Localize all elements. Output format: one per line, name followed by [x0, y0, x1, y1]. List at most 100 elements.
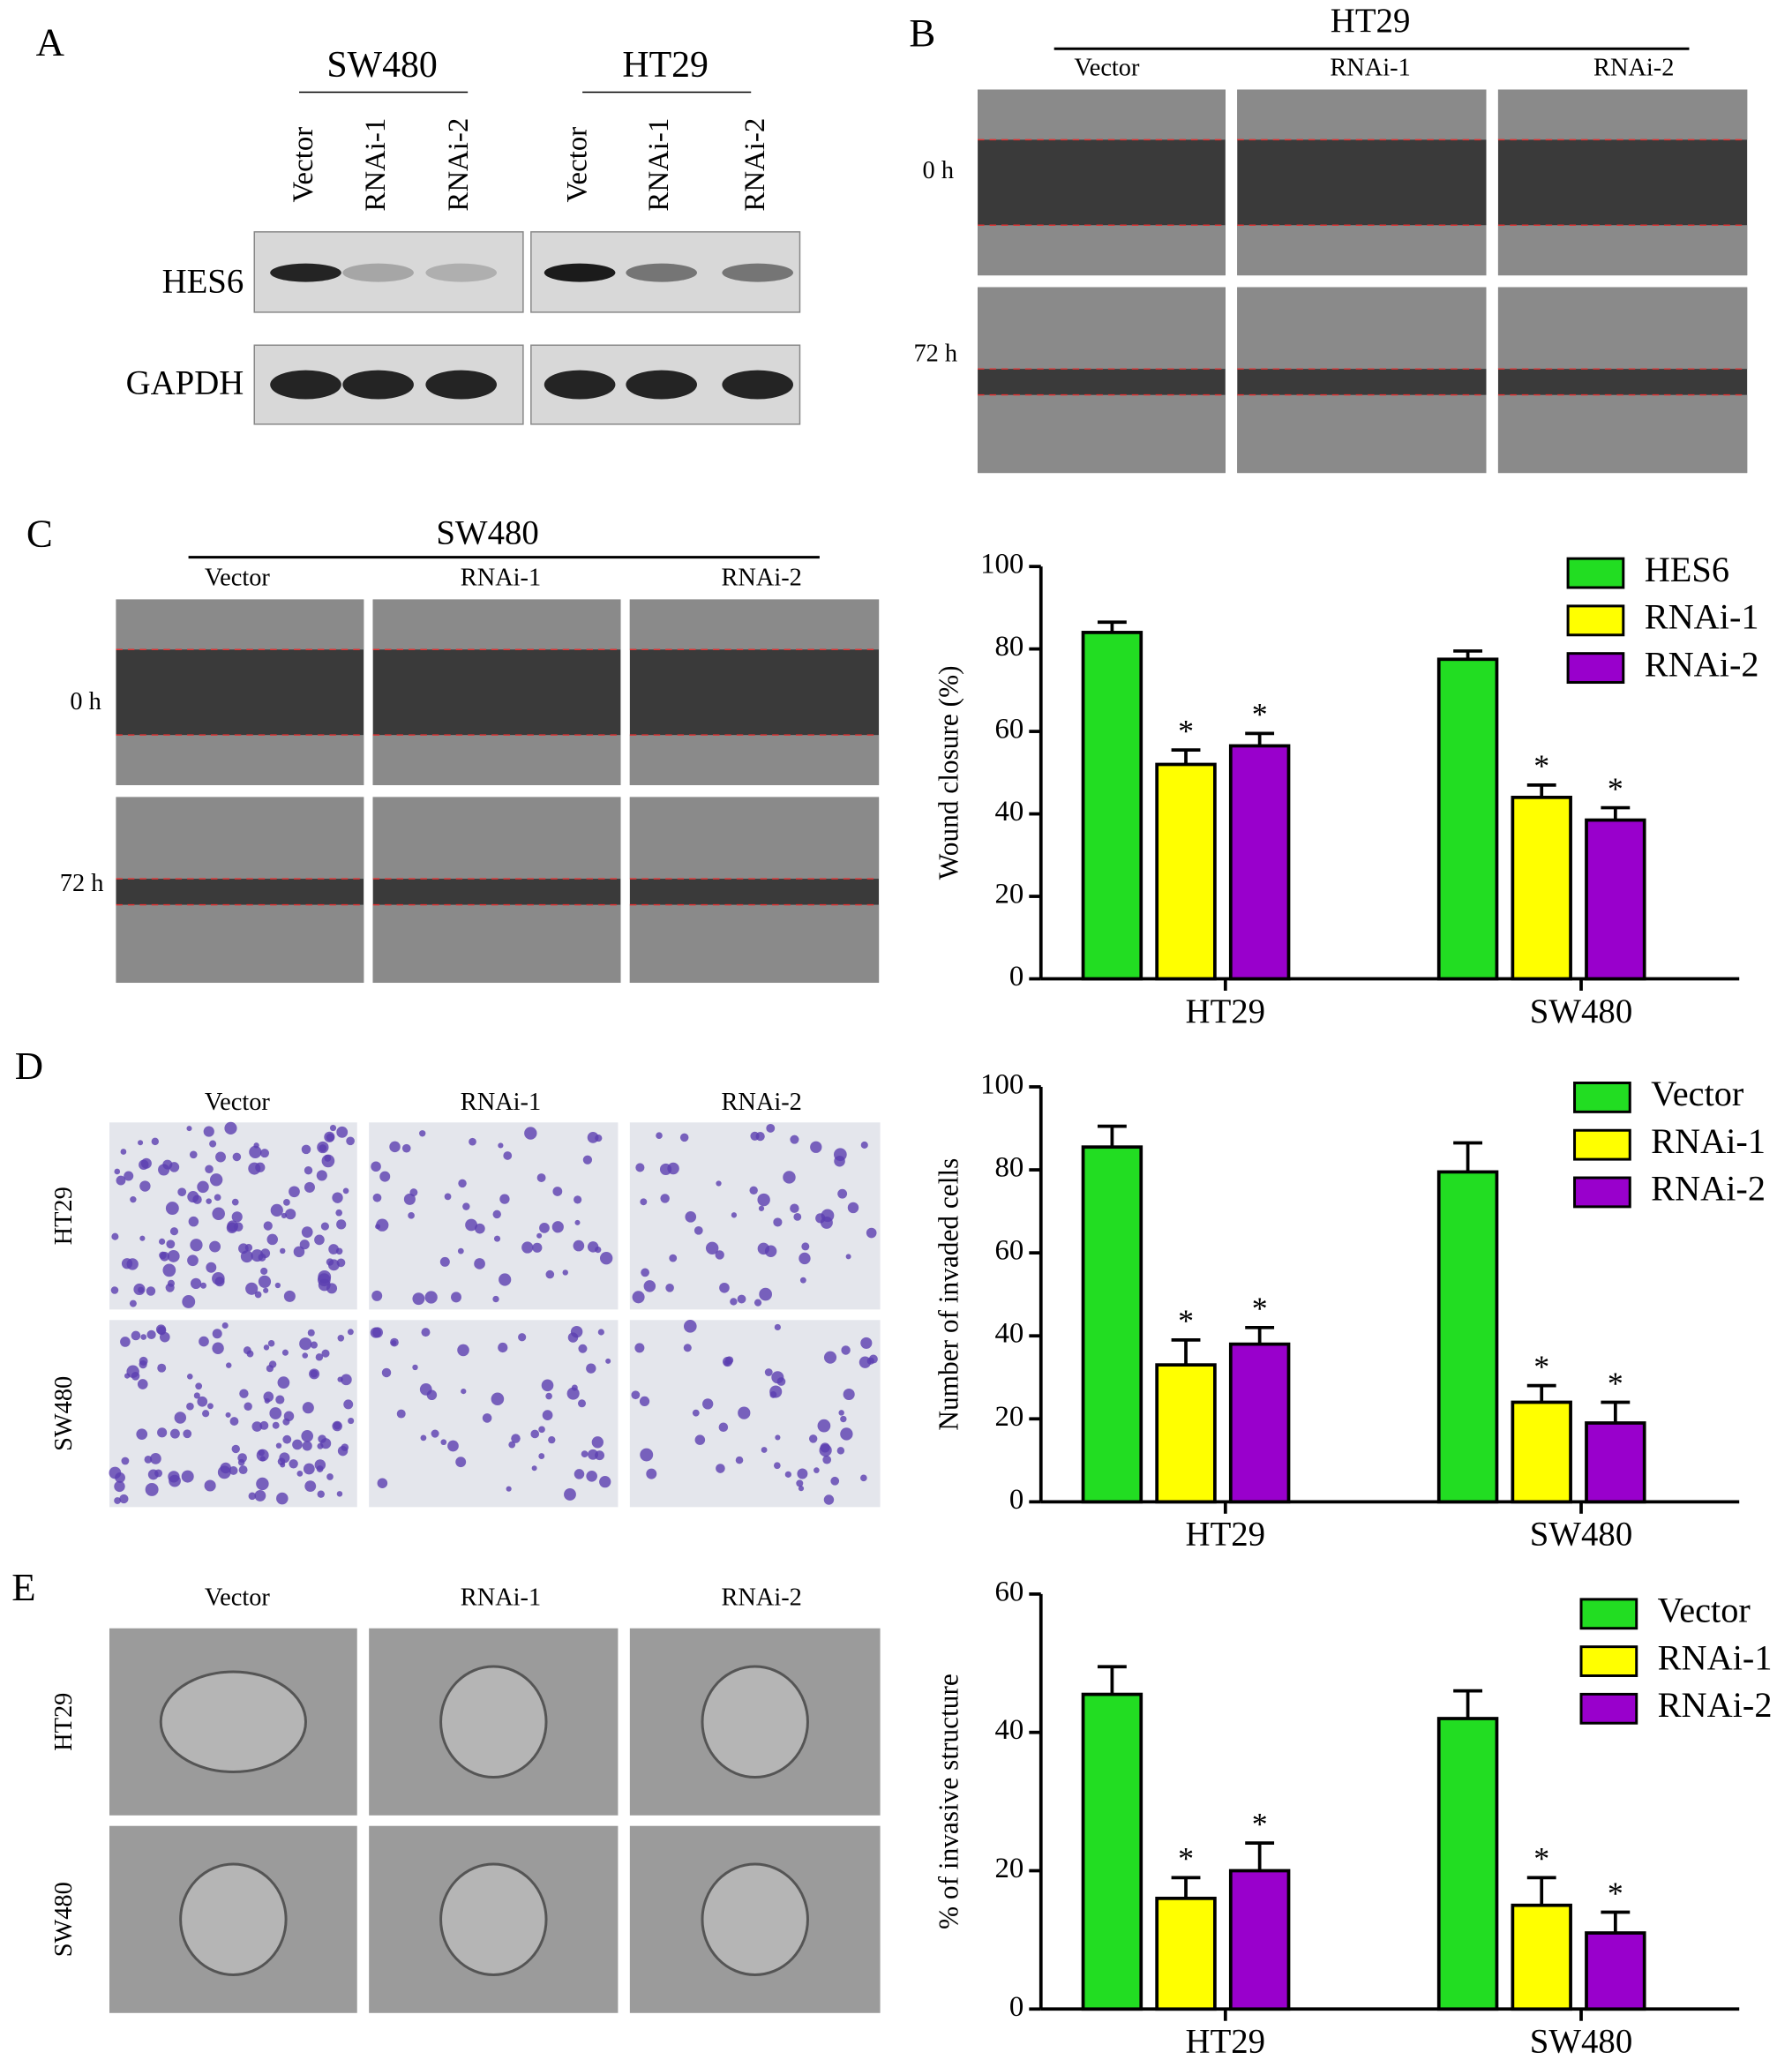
cell	[181, 1470, 194, 1483]
cell	[840, 1415, 847, 1423]
bar	[1511, 1903, 1572, 2011]
cell	[256, 1477, 269, 1491]
cell	[314, 1234, 325, 1246]
cell	[389, 1141, 401, 1153]
significance: *	[1178, 1303, 1194, 1338]
cell	[342, 1187, 349, 1195]
cell	[683, 1320, 697, 1333]
cell-layer	[1497, 287, 1748, 370]
y-tick-label: 60	[995, 714, 1024, 745]
y-tick-label: 20	[995, 1401, 1024, 1433]
y-axis-label: Wound closure (%)	[933, 665, 963, 880]
cell	[289, 1186, 300, 1198]
cell-layer	[1237, 394, 1487, 474]
significance: *	[1178, 713, 1194, 748]
cell	[150, 1453, 161, 1464]
organoid	[701, 1862, 809, 1976]
cell	[116, 1175, 126, 1186]
cell	[574, 1195, 582, 1204]
cell	[186, 1373, 193, 1380]
cell	[798, 1486, 805, 1492]
cell	[139, 1235, 146, 1241]
significance: *	[1252, 1806, 1268, 1841]
cell	[860, 1337, 873, 1349]
cell	[552, 1187, 563, 1196]
cell	[174, 1412, 187, 1424]
cell	[632, 1291, 645, 1304]
cell	[155, 1324, 167, 1335]
cell	[375, 1224, 381, 1230]
cell-layer	[978, 287, 1226, 370]
cell	[324, 1154, 332, 1162]
cell	[197, 1180, 209, 1194]
cell	[167, 1279, 175, 1287]
cell	[403, 1193, 416, 1205]
cell	[665, 1284, 674, 1292]
y-tick-label: 100	[980, 1069, 1023, 1101]
cell	[377, 1478, 388, 1489]
cell	[183, 1429, 192, 1439]
cell	[757, 1193, 770, 1207]
cell	[541, 1379, 554, 1392]
legend-label: RNAi-2	[1651, 1169, 1766, 1209]
cell	[749, 1186, 758, 1195]
bar	[1081, 1692, 1143, 2011]
cell	[224, 1121, 237, 1135]
cell	[159, 1331, 170, 1343]
cell	[451, 1292, 461, 1303]
cell	[775, 1434, 781, 1441]
blot-band	[425, 370, 498, 400]
cell	[316, 1170, 327, 1181]
cell	[840, 1427, 853, 1441]
y-axis-label: Number of invaded cells	[933, 1158, 963, 1431]
cell-layer	[116, 904, 364, 984]
cell	[631, 1390, 641, 1400]
bar	[1081, 1145, 1143, 1504]
cell	[303, 1463, 315, 1475]
cell	[639, 1396, 650, 1407]
cell-layer	[1237, 89, 1487, 140]
cell	[819, 1443, 832, 1457]
significance: *	[1178, 1841, 1194, 1876]
cell	[309, 1368, 320, 1380]
cell	[203, 1126, 214, 1137]
group-label: HT29	[622, 45, 709, 86]
row-label: 0 h	[70, 688, 101, 715]
lane-label: Vector	[288, 127, 319, 203]
cell	[299, 1337, 312, 1351]
cell	[574, 1219, 581, 1225]
legend-swatch	[1573, 1128, 1631, 1161]
row-label: SW480	[50, 1376, 78, 1451]
cell	[275, 1442, 282, 1449]
cell	[302, 1352, 309, 1359]
cell	[281, 1212, 288, 1219]
cell	[258, 1275, 272, 1288]
legend-label: HES6	[1645, 550, 1729, 589]
y-tick-label: 40	[995, 1318, 1024, 1350]
cell	[694, 1225, 703, 1235]
cell-layer	[1497, 225, 1748, 276]
cell	[532, 1242, 543, 1253]
cell	[640, 1198, 648, 1206]
cell	[830, 1476, 840, 1486]
group-label: HT29	[1331, 2, 1411, 40]
cell	[269, 1407, 282, 1419]
cell	[229, 1466, 238, 1475]
cell	[206, 1262, 217, 1273]
cell	[114, 1480, 125, 1493]
cell	[524, 1127, 537, 1140]
cell	[139, 1180, 151, 1192]
cell	[634, 1343, 645, 1353]
cell	[165, 1202, 179, 1216]
cell	[371, 1290, 383, 1301]
cell	[764, 1245, 777, 1257]
cell	[582, 1155, 593, 1165]
cell	[771, 1371, 784, 1384]
column-label: Vector	[205, 565, 271, 592]
cell	[347, 1329, 354, 1336]
bar	[1228, 744, 1291, 981]
row-label: HT29	[50, 1693, 78, 1751]
cell	[766, 1123, 776, 1133]
cell	[212, 1342, 224, 1354]
column-label: Vector	[205, 1089, 271, 1116]
